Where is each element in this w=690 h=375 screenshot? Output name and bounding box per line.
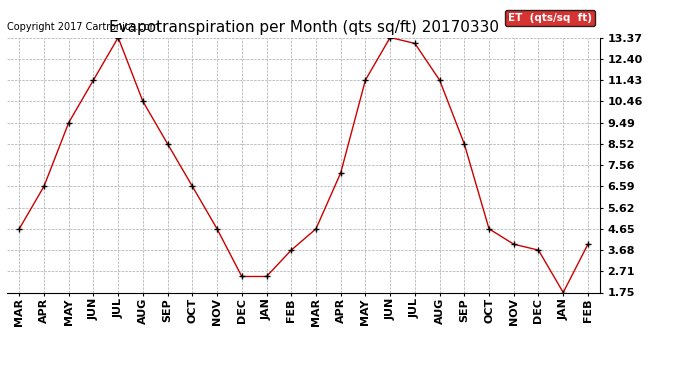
Title: Evapotranspiration per Month (qts sq/ft) 20170330: Evapotranspiration per Month (qts sq/ft)… — [108, 20, 499, 35]
Text: Copyright 2017 Cartronics.com: Copyright 2017 Cartronics.com — [7, 22, 159, 32]
Legend: ET  (qts/sq  ft): ET (qts/sq ft) — [505, 9, 595, 26]
